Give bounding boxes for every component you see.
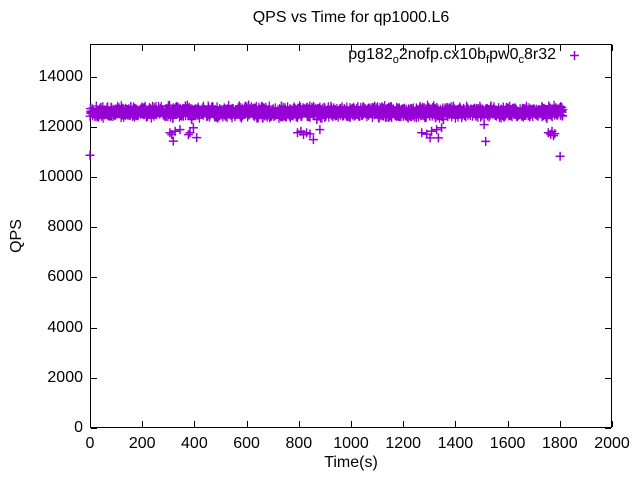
data-points-outliers — [85, 115, 565, 161]
y-tick-label: 14000 — [38, 67, 84, 85]
y-axis-label: QPS — [8, 219, 25, 253]
x-tick-label: 800 — [285, 435, 313, 452]
y-tick-label: 2000 — [47, 368, 83, 386]
x-tick-label: 1200 — [385, 435, 421, 452]
x-tick-label: 1400 — [437, 435, 474, 452]
plot-border — [90, 44, 612, 428]
axis-ticks — [90, 45, 613, 429]
x-tick-label: 600 — [233, 435, 260, 452]
x-axis-label: Time(s) — [324, 454, 378, 471]
y-tick-label: 8000 — [47, 218, 83, 236]
legend-series-label: pg182o2nofp.cx10bfpw0c8r32 — [348, 46, 556, 67]
data-points-band — [85, 100, 568, 124]
legend: pg182o2nofp.cx10bfpw0c8r32 — [348, 46, 580, 67]
legend-plus-marker-icon — [570, 50, 579, 60]
y-tick-label: 6000 — [47, 268, 83, 286]
y-tick-label: 4000 — [47, 318, 83, 336]
y-tick-label: 12000 — [38, 117, 84, 135]
chart-title: QPS vs Time for qp1000.L6 — [252, 9, 450, 26]
x-tick-label: 200 — [128, 435, 156, 452]
x-tick-label: 1800 — [542, 435, 578, 452]
x-tick-label: 400 — [181, 435, 208, 452]
y-tick-label: 0 — [74, 419, 83, 436]
x-tick-label: 1600 — [489, 435, 526, 452]
x-tick-label: 1000 — [333, 435, 369, 452]
y-tick-label: 10000 — [38, 168, 84, 186]
x-tick-label: 2000 — [594, 435, 630, 452]
x-tick-label: 0 — [85, 435, 95, 452]
